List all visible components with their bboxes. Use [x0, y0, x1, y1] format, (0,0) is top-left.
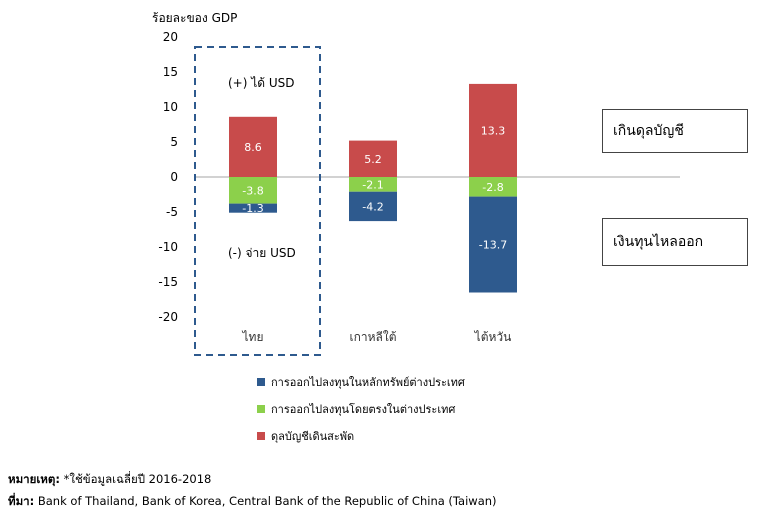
legend-swatch	[257, 432, 265, 440]
bar-value-label: 13.3	[481, 124, 506, 137]
annotation-minus: (-) จ่าย USD	[228, 246, 296, 260]
y-tick-label: -10	[158, 240, 178, 254]
category-labels: ไทย เกาหลีใต้ ไต้หวัน	[242, 330, 512, 344]
y-tick-label: 0	[170, 170, 178, 184]
y-tick-label: -5	[166, 205, 178, 219]
outflow-label-box: เงินทุนไหลออก	[602, 218, 748, 266]
bar-value-label: -2.1	[362, 178, 383, 191]
outflow-label-text: เงินทุนไหลออก	[613, 234, 704, 250]
y-tick-label: 20	[163, 30, 178, 44]
legend-item: การออกไปลงทุนโดยตรงในต่างประเทศ	[257, 399, 465, 419]
legend-label: การออกไปลงทุนในหลักทรัพย์ต่างประเทศ	[271, 376, 465, 389]
surplus-label-box: เกินดุลบัญชี	[602, 109, 748, 153]
bar-segment	[469, 196, 517, 293]
source-label: ที่มา:	[8, 494, 35, 508]
legend-label: ดุลบัญชีเดินสะพัด	[271, 430, 355, 443]
bar-value-label: -13.7	[479, 239, 507, 252]
legend-item: ดุลบัญชีเดินสะพัด	[257, 426, 465, 446]
bar-segment	[229, 177, 277, 204]
legend: การออกไปลงทุนในหลักทรัพย์ต่างประเทศ การอ…	[257, 372, 465, 453]
y-tick-label: 5	[170, 135, 178, 149]
legend-item: การออกไปลงทุนในหลักทรัพย์ต่างประเทศ	[257, 372, 465, 392]
bar-value-label: -1.3	[242, 202, 263, 215]
bars: 8.6 -3.8 -1.3 5.2 -2.1 -4.2 13.3 -2.8 -13.7	[229, 83, 517, 293]
legend-swatch	[257, 405, 265, 413]
bar-value-label: 5.2	[364, 153, 382, 166]
footnotes: หมายเหตุ: *ใช้ข้อมูลเฉลี่ยปี 2016-2018 ท…	[8, 468, 497, 512]
y-tick-label: 15	[163, 65, 178, 79]
bar-value-label: -2.8	[482, 181, 503, 194]
bar-segment	[349, 140, 397, 177]
bar-value-label: 8.6	[244, 141, 262, 154]
note-text: *ใช้ข้อมูลเฉลี่ยปี 2016-2018	[59, 472, 212, 486]
annotation-plus: (+) ได้ USD	[228, 76, 295, 90]
bar-segment	[229, 203, 277, 213]
bar-segment	[469, 83, 517, 177]
category-label: เกาหลีใต้	[349, 330, 396, 344]
y-tick-label: -20	[158, 310, 178, 324]
thailand-highlight-frame	[194, 46, 321, 356]
bar-segment	[229, 116, 277, 177]
bar-segment	[349, 191, 397, 222]
y-axis-ticks: 20 15 10 5 0 -5 -10 -15 -20	[158, 30, 178, 324]
note-label: หมายเหตุ:	[8, 472, 60, 486]
surplus-label-text: เกินดุลบัญชี	[613, 123, 684, 139]
legend-swatch	[257, 378, 265, 386]
source-text: Bank of Thailand, Bank of Korea, Central…	[34, 494, 497, 508]
bar-value-label: -3.8	[242, 184, 263, 197]
category-label: ไต้หวัน	[474, 330, 512, 344]
note-line: หมายเหตุ: *ใช้ข้อมูลเฉลี่ยปี 2016-2018	[8, 468, 497, 490]
bar-segment	[349, 177, 397, 192]
bar-value-label: -4.2	[362, 200, 383, 213]
category-label: ไทย	[242, 330, 264, 344]
source-line: ที่มา: Bank of Thailand, Bank of Korea, …	[8, 490, 497, 512]
y-axis-label: ร้อยละของ GDP	[152, 11, 237, 25]
legend-label: การออกไปลงทุนโดยตรงในต่างประเทศ	[271, 403, 456, 416]
y-tick-label: -15	[158, 275, 178, 289]
y-tick-label: 10	[163, 100, 178, 114]
bar-segment	[469, 177, 517, 197]
